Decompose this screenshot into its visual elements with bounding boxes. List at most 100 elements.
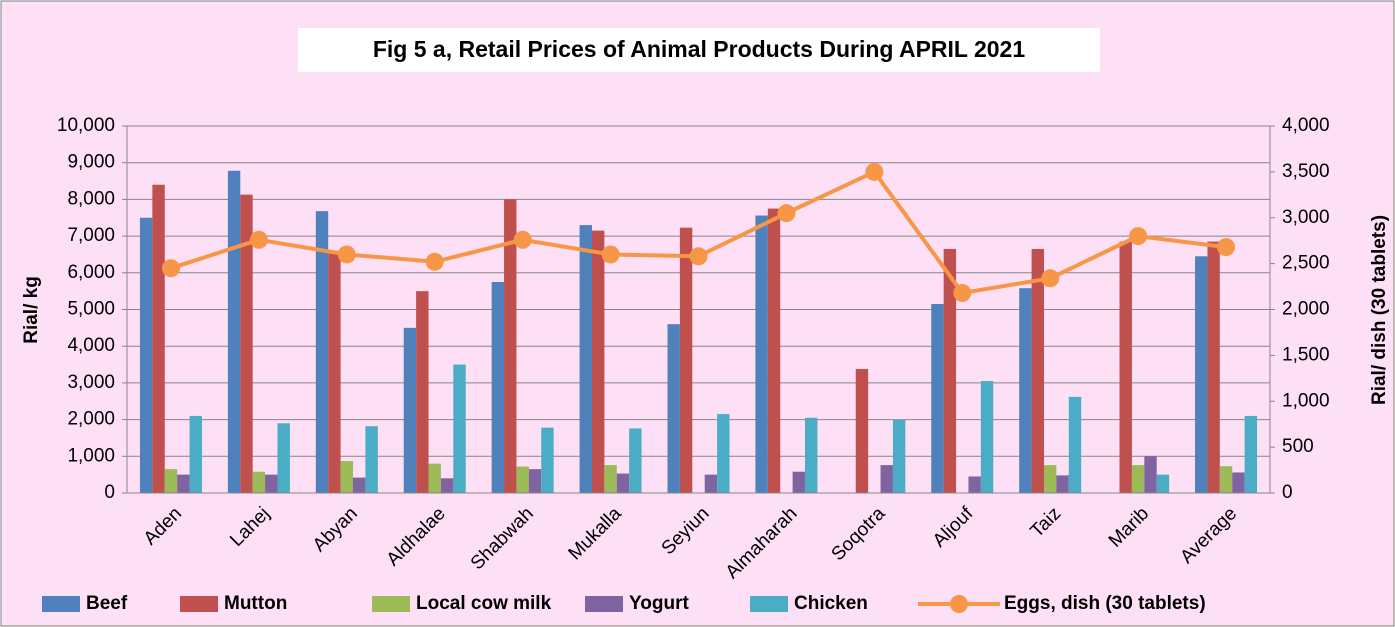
eggs-marker bbox=[777, 204, 796, 223]
bar bbox=[428, 463, 441, 493]
bar bbox=[227, 170, 241, 494]
bar bbox=[767, 208, 781, 493]
bar bbox=[164, 469, 178, 493]
bar bbox=[516, 466, 529, 493]
y-tick-label: 3,000 bbox=[67, 372, 115, 393]
eggs-marker bbox=[161, 259, 180, 278]
bar bbox=[1207, 241, 1220, 493]
bar bbox=[177, 474, 190, 493]
y2-tick-label: 2,000 bbox=[1282, 299, 1330, 320]
bar bbox=[629, 428, 642, 493]
legend-label: Beef bbox=[86, 593, 128, 614]
eggs-marker bbox=[601, 245, 620, 264]
bar bbox=[755, 215, 768, 493]
y2-tick-label: 1,000 bbox=[1282, 390, 1330, 411]
y2-tick-label: 2,500 bbox=[1282, 253, 1330, 274]
bar bbox=[1144, 456, 1157, 493]
bar bbox=[1068, 396, 1082, 493]
bar bbox=[1131, 465, 1145, 493]
bar bbox=[667, 324, 680, 493]
eggs-marker bbox=[513, 230, 532, 249]
bar bbox=[1119, 241, 1132, 493]
bar bbox=[579, 225, 592, 493]
y-tick-label: 1,000 bbox=[67, 445, 115, 466]
bar bbox=[591, 230, 605, 493]
y2-tick-label: 3,000 bbox=[1282, 207, 1330, 228]
y2-tick-label: 500 bbox=[1282, 436, 1314, 457]
y2-tick-label: 1,500 bbox=[1282, 344, 1330, 365]
bar bbox=[1056, 475, 1069, 493]
bar bbox=[1195, 256, 1208, 493]
eggs-marker bbox=[1217, 238, 1236, 257]
bar bbox=[403, 327, 417, 493]
bar bbox=[1219, 466, 1233, 493]
bar bbox=[265, 474, 278, 493]
bar bbox=[453, 364, 466, 493]
bar bbox=[880, 465, 893, 493]
y-tick-label: 10,000 bbox=[57, 115, 115, 136]
eggs-marker bbox=[865, 162, 884, 181]
eggs-marker bbox=[249, 230, 268, 249]
y-tick-label: 8,000 bbox=[67, 188, 115, 209]
y-tick-label: 6,000 bbox=[67, 262, 115, 283]
legend-swatch bbox=[585, 596, 623, 612]
eggs-marker bbox=[425, 252, 444, 271]
bar bbox=[139, 217, 153, 493]
legend-label: Yogurt bbox=[629, 593, 689, 614]
y-tick-label: 2,000 bbox=[67, 409, 115, 430]
y2-tick-label: 0 bbox=[1282, 482, 1293, 503]
legend-swatch bbox=[750, 596, 788, 612]
bar bbox=[968, 476, 981, 493]
bar bbox=[892, 419, 906, 493]
bar bbox=[152, 184, 165, 493]
bar bbox=[616, 473, 630, 493]
legend-swatch bbox=[180, 596, 218, 612]
bar bbox=[1244, 415, 1258, 493]
bar bbox=[365, 426, 378, 493]
bar bbox=[353, 477, 366, 493]
bar bbox=[189, 415, 202, 493]
bar bbox=[1232, 472, 1245, 493]
bar bbox=[340, 461, 354, 493]
y2-axis-label: Rial/ dish (30 tablets) bbox=[1369, 215, 1390, 405]
bar bbox=[980, 381, 994, 493]
bar bbox=[855, 368, 869, 493]
bar bbox=[931, 303, 944, 493]
bar bbox=[277, 423, 290, 493]
legend-label: Local cow milk bbox=[416, 593, 552, 614]
y-tick-label: 0 bbox=[104, 482, 115, 503]
y-tick-label: 9,000 bbox=[67, 152, 115, 173]
bar bbox=[315, 211, 329, 494]
legend-label: Eggs, dish (30 tablets) bbox=[1004, 593, 1206, 614]
bar bbox=[440, 478, 454, 493]
legend-label: Mutton bbox=[224, 593, 287, 614]
y-tick-label: 4,000 bbox=[67, 335, 115, 356]
chart-title: Fig 5 a, Retail Prices of Animal Product… bbox=[373, 36, 1025, 62]
bar bbox=[792, 471, 806, 493]
eggs-marker bbox=[953, 283, 972, 302]
eggs-marker bbox=[1041, 269, 1060, 288]
bar bbox=[943, 248, 957, 493]
bar bbox=[1019, 288, 1032, 493]
y2-tick-label: 3,500 bbox=[1282, 161, 1330, 182]
bar bbox=[416, 291, 429, 493]
eggs-marker bbox=[337, 245, 356, 264]
legend-marker bbox=[950, 595, 968, 613]
bar bbox=[491, 281, 505, 493]
y-tick-label: 5,000 bbox=[67, 299, 115, 320]
bar bbox=[252, 471, 266, 493]
legend-label: Chicken bbox=[794, 593, 868, 614]
bar bbox=[240, 194, 253, 493]
y-axis-label: Rial/ kg bbox=[21, 276, 42, 344]
legend-swatch bbox=[42, 596, 80, 612]
bar bbox=[528, 469, 542, 493]
bar bbox=[604, 465, 617, 493]
bar bbox=[805, 417, 818, 493]
bar bbox=[1031, 248, 1044, 493]
bar bbox=[704, 474, 718, 493]
eggs-marker bbox=[1129, 227, 1148, 246]
eggs-marker bbox=[689, 247, 708, 266]
bar bbox=[328, 250, 341, 493]
bar bbox=[1043, 465, 1057, 493]
